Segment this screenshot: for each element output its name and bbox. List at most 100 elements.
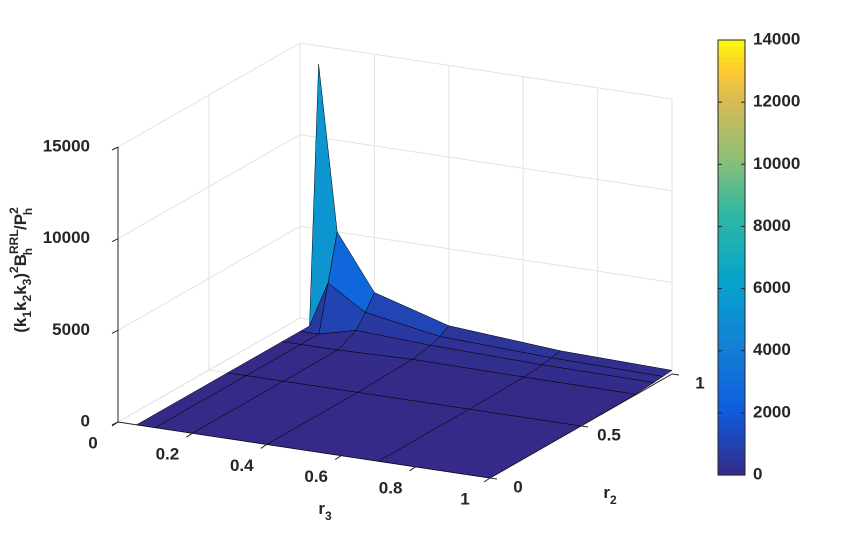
colorbar-segment [718,175,745,182]
colorbar-segment [718,311,745,318]
colorbar-tick-label: 14000 [753,29,800,48]
colorbar-segment [718,192,745,199]
colorbar-segment [718,404,745,411]
colorbar-segment [718,45,745,52]
colorbar-segment [718,355,745,362]
colorbar-segment [718,279,745,286]
colorbar-segment [718,273,745,280]
colorbar-segment [718,137,745,144]
colorbar-segment [718,469,745,476]
grid-line [117,134,301,240]
x-tick-label: 1 [460,489,469,508]
colorbar-segment [718,393,745,400]
colorbar-segment [718,127,745,134]
z-tick-label: 5000 [52,320,90,339]
colorbar-segment [718,246,745,253]
z-tick [111,238,119,243]
colorbar-segment [718,230,745,237]
x-tick-label: 0 [88,433,97,452]
x-tick-label: 0.8 [379,478,403,497]
colorbar-segment [718,268,745,275]
colorbar-tick-label: 2000 [753,402,791,421]
colorbar-segment [718,349,745,356]
colorbar-segment [718,458,745,465]
colorbar-segment [718,257,745,264]
colorbar-segment [718,442,745,449]
colorbar-segment [718,78,745,85]
colorbar-segment [718,56,745,63]
colorbar-tick-label: 10000 [753,154,800,173]
colorbar-segment [718,306,745,313]
x-tick-label: 0.4 [230,456,254,475]
colorbar-segment [718,159,745,166]
colorbar-segment [718,83,745,90]
colorbar-segment [718,436,745,443]
grid-line [299,225,673,283]
x-tick-label: 0.2 [156,445,180,464]
colorbar-segment [718,50,745,57]
grid-line [299,134,673,192]
grid-line [117,225,301,331]
colorbar-segment [718,197,745,204]
colorbar-segment [718,241,745,248]
x-tick [260,443,268,449]
colorbar-segment [718,409,745,416]
colorbar-segment [718,382,745,389]
grid-line [117,317,301,423]
colorbar-segment [718,88,745,95]
colorbar-segment [718,105,745,112]
colorbar-segment [718,426,745,433]
y-tick [580,425,589,428]
colorbar-segment [718,295,745,302]
x-tick [186,432,193,438]
colorbar-segment [718,360,745,367]
x-axis-label: r3 [318,499,332,523]
colorbar-segment [718,94,745,101]
colorbar-segment [718,328,745,335]
colorbar-segment [718,72,745,79]
colorbar-segment [718,388,745,395]
x-tick [483,477,491,483]
colorbar-segment [718,290,745,297]
colorbar-segment [718,203,745,210]
colorbar-segment [718,181,745,188]
colorbar-segment [718,148,745,155]
colorbar-segment [718,219,745,226]
colorbar-segment [718,317,745,324]
colorbar-segment [718,116,745,123]
colorbar-segment [718,339,745,346]
colorbar-segment [718,40,745,47]
x-tick [409,466,416,472]
grid-line [117,42,301,148]
colorbar-segment [718,121,745,128]
grid-line [299,42,673,100]
colorbar-segment [718,154,745,161]
colorbar-segment [718,99,745,106]
colorbar-segment [718,214,745,221]
colorbar-segment [718,67,745,74]
z-tick [111,329,119,334]
colorbar-segment [718,333,745,340]
x-tick-label: 0.6 [304,467,328,486]
colorbar-segment [718,252,745,259]
colorbar-tick-label: 0 [753,464,762,483]
colorbar-segment [718,262,745,269]
colorbar-segment [718,186,745,193]
colorbar-tick-label: 4000 [753,340,791,359]
y-tick-label: 0 [513,477,522,496]
colorbar-segment [718,61,745,68]
colorbar-segment [718,301,745,308]
colorbar-segment [718,366,745,373]
colorbar-segment [718,420,745,427]
z-tick-label: 0 [81,411,90,430]
y-tick [671,373,680,376]
colorbar-segment [718,143,745,150]
colorbar-segment [718,224,745,231]
z-tick-label: 10000 [43,228,90,247]
z-axis-label: (k1k2k3)2BRRLh/P2h [7,207,35,333]
colorbar-segment [718,415,745,422]
y-tick-label: 1 [695,373,704,392]
colorbar-segment [718,431,745,438]
z-tick [111,146,119,151]
